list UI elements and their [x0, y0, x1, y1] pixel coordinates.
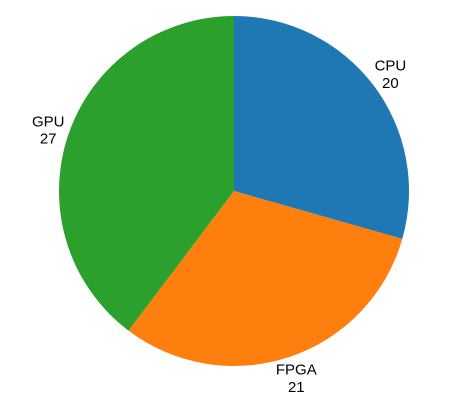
pie-label-gpu: GPU 27: [32, 113, 65, 147]
pie-labels: CPU 20 FPGA 21 GPU 27: [32, 58, 406, 396]
pie-slice-fpga: [128, 191, 403, 366]
pie-label-name: FPGA: [276, 362, 317, 379]
pie-label-fpga: FPGA 21: [276, 362, 317, 396]
pie-label-value: 21: [288, 379, 305, 396]
pie-label-name: CPU: [375, 58, 407, 75]
pie-slices: [59, 16, 410, 366]
pie-label-value: 20: [382, 75, 399, 92]
pie-label-value: 27: [40, 131, 57, 148]
pie-slice-cpu: [234, 16, 410, 239]
pie-slice-gpu: [59, 16, 235, 331]
pie-label-cpu: CPU 20: [375, 58, 407, 92]
pie-label-name: GPU: [32, 113, 65, 130]
